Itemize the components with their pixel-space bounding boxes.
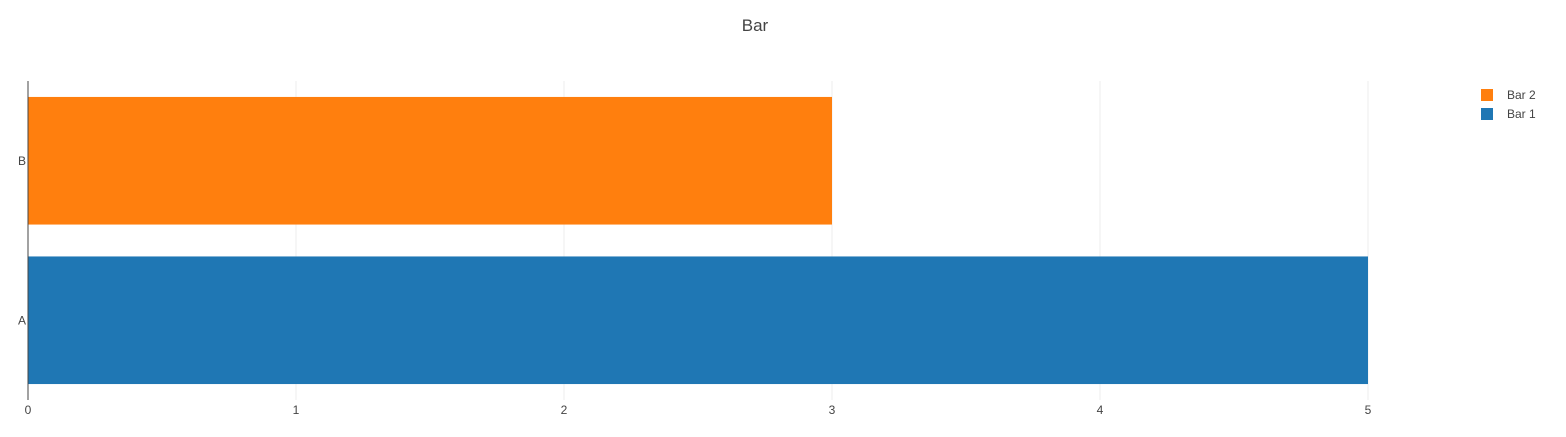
x-tick-label: 0 <box>25 403 32 417</box>
x-tick-label: 5 <box>1365 403 1372 417</box>
x-tick-label: 1 <box>293 403 300 417</box>
legend-label[interactable]: Bar 2 <box>1507 88 1536 102</box>
x-axis-ticks: 0 1 2 3 4 5 <box>25 403 1372 417</box>
legend-label[interactable]: Bar 1 <box>1507 107 1536 121</box>
legend-swatch[interactable] <box>1481 108 1493 120</box>
bar-bar-2[interactable] <box>28 96 832 225</box>
y-tick-label: B <box>18 154 26 168</box>
y-tick-label: A <box>18 313 26 327</box>
legend[interactable]: Bar 2 Bar 1 <box>1481 88 1536 121</box>
x-tick-label: 3 <box>829 403 836 417</box>
chart-title: Bar <box>742 16 769 35</box>
legend-swatch[interactable] <box>1481 89 1493 101</box>
x-tick-label: 2 <box>561 403 568 417</box>
y-axis-ticks: AB <box>18 154 26 328</box>
bars <box>28 96 1368 385</box>
bar-bar-1[interactable] <box>28 256 1368 385</box>
x-tick-label: 4 <box>1097 403 1104 417</box>
